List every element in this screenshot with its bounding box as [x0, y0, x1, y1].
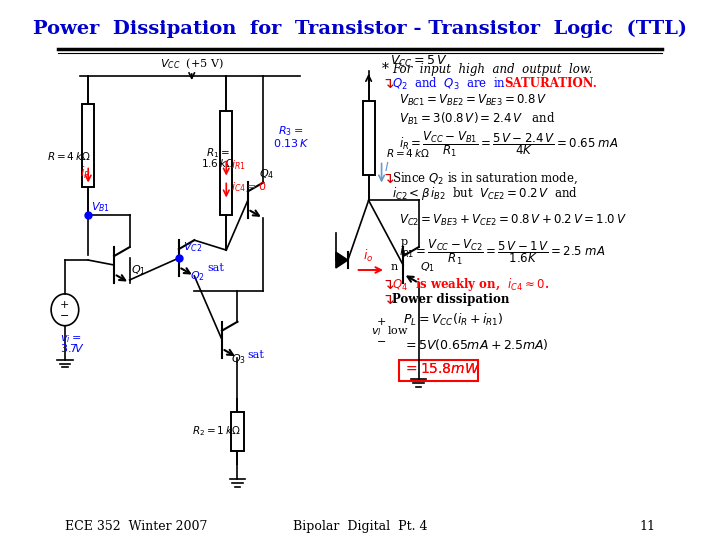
Text: $P_L = V_{CC}(i_R + i_{R1})$: $P_L = V_{CC}(i_R + i_{R1})$	[403, 312, 504, 328]
Text: D: D	[334, 257, 343, 267]
Text: $Q_3$: $Q_3$	[230, 353, 246, 366]
Text: ↴: ↴	[382, 278, 395, 293]
Text: $R_2 = 1\,k\Omega$: $R_2 = 1\,k\Omega$	[192, 424, 240, 438]
Text: $Q_1$: $Q_1$	[420, 260, 436, 274]
Text: $i_{R1} = \dfrac{V_{CC} - V_{C2}}{R_1} = \dfrac{5\,V - 1\,V}{1.6K} = 2.5\;mA$: $i_{R1} = \dfrac{V_{CC} - V_{C2}}{R_1} =…	[399, 237, 605, 267]
Circle shape	[51, 294, 78, 326]
Text: $V_{C2} = V_{BE3} + V_{CE2} = 0.8\,V + 0.2\,V = 1.0\,V$: $V_{C2} = V_{BE3} + V_{CE2} = 0.8\,V + 0…	[399, 213, 627, 228]
Text: $= 15.8mW$: $= 15.8mW$	[403, 362, 480, 376]
Text: ↴: ↴	[382, 292, 395, 307]
Text: $0.13\,K$: $0.13\,K$	[273, 137, 310, 148]
Text: $V_{C2}$: $V_{C2}$	[183, 240, 202, 254]
Text: For  input  high  and  output  low.: For input high and output low.	[392, 63, 592, 76]
Text: p: p	[400, 237, 408, 247]
Text: $V_{B1} = 3(0.8\,V) = 2.4\,V$   and: $V_{B1} = 3(0.8\,V) = 2.4\,V$ and	[399, 111, 555, 127]
FancyBboxPatch shape	[220, 111, 233, 215]
Text: $I$: $I$	[384, 160, 390, 173]
FancyBboxPatch shape	[363, 101, 374, 176]
Text: $V_{BC1} = V_{BE2} = V_{BE3} = 0.8\,V$: $V_{BC1} = V_{BE2} = V_{BE3} = 0.8\,V$	[399, 93, 547, 109]
FancyBboxPatch shape	[82, 104, 94, 187]
Text: $v_l$  low: $v_l$ low	[372, 325, 409, 339]
Text: $i_o$: $i_o$	[364, 248, 374, 264]
Text: $i_{C4}=0$: $i_{C4}=0$	[230, 180, 266, 194]
Text: $Q_2$  and  $Q_3$  are  in: $Q_2$ and $Q_3$ are in	[392, 76, 510, 92]
Polygon shape	[336, 252, 348, 268]
FancyBboxPatch shape	[231, 412, 243, 451]
Text: $R_1 =$: $R_1 =$	[206, 146, 230, 159]
Text: $i_R = \dfrac{V_{CC} - V_{B1}}{R_1} = \dfrac{5\,V - 2.4\,V}{4K} = 0.65\;mA$: $i_R = \dfrac{V_{CC} - V_{B1}}{R_1} = \d…	[399, 129, 618, 159]
Text: $= 15.8mW$: $= 15.8mW$	[403, 362, 480, 376]
Text: SATURATION.: SATURATION.	[504, 77, 597, 91]
Text: sat: sat	[207, 263, 224, 273]
Text: Power dissipation: Power dissipation	[392, 293, 509, 306]
Text: +: +	[377, 317, 386, 327]
Text: Bipolar  Digital  Pt. 4: Bipolar Digital Pt. 4	[293, 520, 427, 533]
Text: $R_3 =$: $R_3 =$	[279, 124, 304, 138]
Text: $v_i =$: $v_i =$	[60, 334, 81, 346]
Text: ↴: ↴	[382, 171, 395, 186]
Text: $= 5V(0.65mA + 2.5mA)$: $= 5V(0.65mA + 2.5mA)$	[403, 337, 549, 352]
Text: sat: sat	[248, 349, 265, 360]
Text: ECE 352  Winter 2007: ECE 352 Winter 2007	[65, 520, 207, 533]
Text: Since $Q_2$ is in saturation mode,: Since $Q_2$ is in saturation mode,	[392, 171, 578, 186]
Text: Power  Dissipation  for  Transistor - Transistor  Logic  (TTL): Power Dissipation for Transistor - Trans…	[33, 20, 687, 38]
Text: $V_{B1}$: $V_{B1}$	[91, 200, 110, 214]
FancyBboxPatch shape	[399, 360, 478, 381]
Text: $1.6\,k\Omega$: $1.6\,k\Omega$	[201, 157, 235, 168]
Text: *: *	[382, 62, 389, 76]
Text: $R = 4\,k\Omega$: $R = 4\,k\Omega$	[386, 146, 430, 159]
Text: −: −	[377, 336, 386, 347]
Text: $i_{R1}$: $i_{R1}$	[230, 159, 246, 172]
Text: 11: 11	[639, 520, 655, 533]
Text: $i_{C2} < \beta\,i_{B2}$  but  $V_{CE2} = 0.2\,V$  and: $i_{C2} < \beta\,i_{B2}$ but $V_{CE2} = …	[392, 185, 577, 202]
Text: $Q_1$: $Q_1$	[131, 263, 146, 277]
Text: $3.7V$: $3.7V$	[60, 342, 85, 354]
Text: $R = 4\,k\Omega$: $R = 4\,k\Omega$	[47, 150, 90, 161]
Text: $Q_2$: $Q_2$	[190, 269, 205, 283]
Text: −: −	[60, 310, 70, 321]
Text: $Q_4$: $Q_4$	[259, 167, 274, 181]
Text: +: +	[60, 300, 70, 310]
Text: n: n	[390, 262, 397, 272]
Text: $V_{CC}$  (+5 V): $V_{CC}$ (+5 V)	[160, 56, 224, 71]
Text: $Q_4$  is weakly on,  $i_{C4} \approx 0$.: $Q_4$ is weakly on, $i_{C4} \approx 0$.	[392, 276, 549, 293]
Text: $i_R$: $i_R$	[80, 165, 90, 180]
Text: $V_{CC} = 5\,V$: $V_{CC} = 5\,V$	[390, 54, 448, 69]
Text: ↴: ↴	[382, 77, 395, 91]
